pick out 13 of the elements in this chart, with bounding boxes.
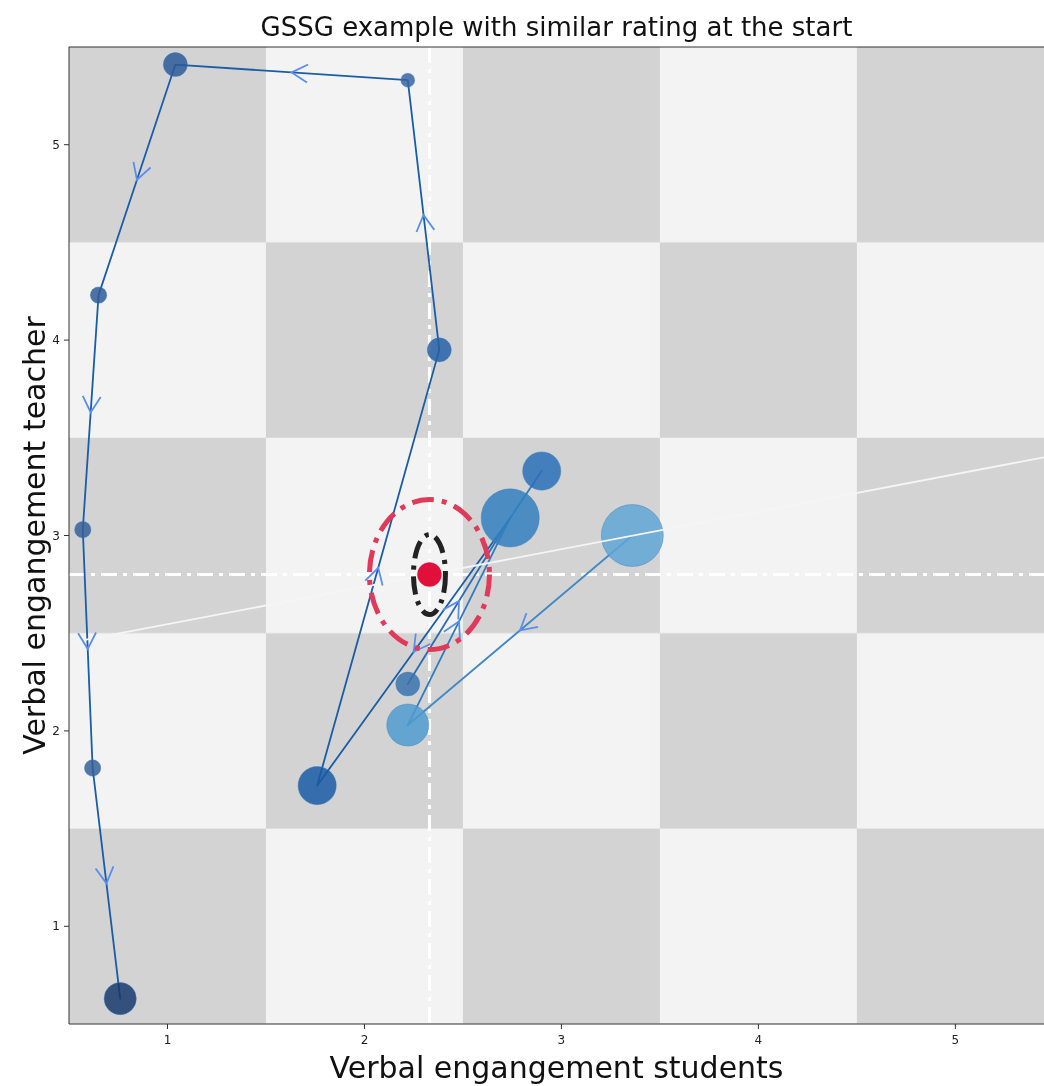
y-tick-label: 1 <box>52 919 60 934</box>
x-tick-label: 2 <box>360 1033 369 1047</box>
y-axis-title: Verbal engangement teacher <box>17 315 52 755</box>
chart-title: GSSG example with similar rating at the start <box>260 12 853 42</box>
y-tick-label: 2 <box>52 723 60 738</box>
x-axis-title: Verbal engangement students <box>329 1050 784 1085</box>
x-tick-label: 4 <box>754 1033 763 1047</box>
y-tick-label: 3 <box>52 528 60 543</box>
x-tick-label: 5 <box>951 1033 960 1047</box>
y-tick-label: 5 <box>52 137 60 152</box>
x-tick-label: 3 <box>557 1033 566 1047</box>
y-tick-label: 4 <box>52 333 60 348</box>
x-tick-label: 1 <box>163 1033 172 1047</box>
